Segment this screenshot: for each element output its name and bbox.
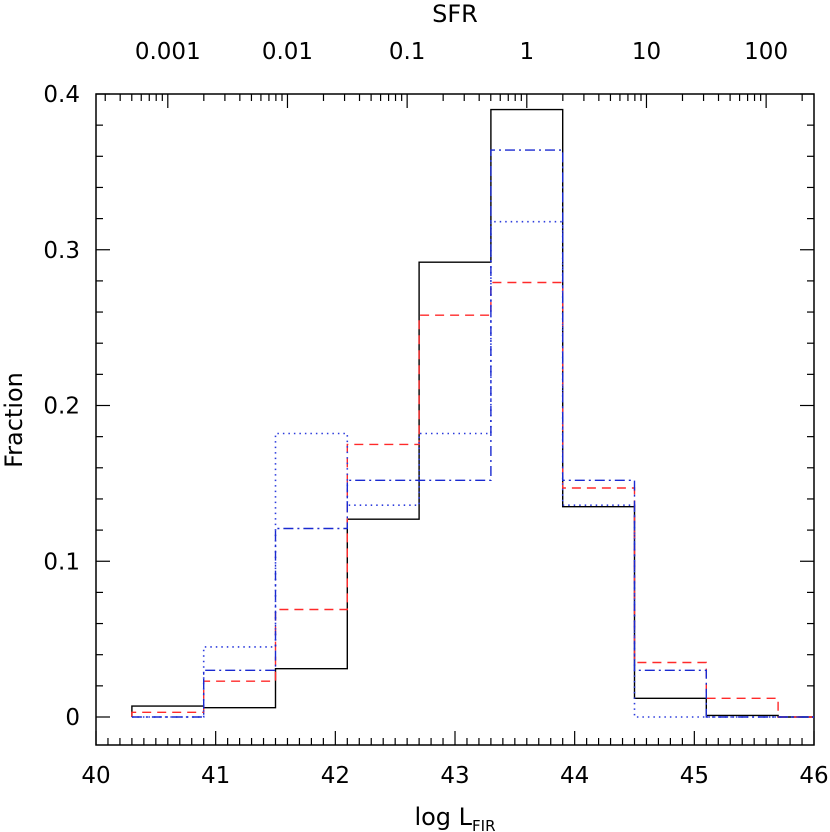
- x-tick-label: 41: [201, 763, 230, 789]
- plot-frame: [95, 93, 815, 746]
- y-tick-label: 0.2: [43, 394, 80, 420]
- x-tick-label: 46: [799, 763, 828, 789]
- minor-ticks: [96, 94, 814, 745]
- histogram-series: [131, 108, 814, 718]
- top-axis-title: SFR: [432, 0, 478, 28]
- series-dotted-line: [131, 220, 814, 718]
- top-tick-label: 0.001: [135, 39, 201, 65]
- top-tick-label: 100: [744, 39, 788, 65]
- x-tick-labels: 40 41 42 43 44 45 46: [81, 763, 828, 789]
- top-tick-label: 0.01: [262, 39, 313, 65]
- series-solid-line: [131, 108, 814, 718]
- x-tick-label: 44: [560, 763, 589, 789]
- major-ticks: [95, 93, 815, 745]
- x-tick-label: 45: [680, 763, 709, 789]
- y-tick-label: 0: [65, 705, 80, 731]
- top-tick-label: 10: [632, 39, 661, 65]
- x-axis-title-main: log L: [414, 803, 472, 831]
- x-tick-label: 42: [321, 763, 350, 789]
- y-tick-label: 0.4: [43, 82, 80, 108]
- x-tick-label: 40: [81, 763, 110, 789]
- y-axis-title: Fraction: [0, 372, 28, 468]
- top-tick-label: 0.1: [389, 39, 426, 65]
- y-tick-label: 0.1: [43, 549, 80, 575]
- x-tick-label: 43: [440, 763, 469, 789]
- x-axis-title-subscript: FIR: [472, 817, 495, 832]
- top-tick-label: 1: [519, 39, 534, 65]
- y-tick-label: 0.3: [43, 238, 80, 264]
- top-axis-tick-labels: 0.001 0.01 0.1 1 10 100: [135, 39, 788, 65]
- series-dashed-line: [131, 281, 814, 718]
- series-dashdot-line: [131, 149, 814, 718]
- x-axis-title: log LFIR: [414, 803, 495, 832]
- y-tick-labels: 0 0.1 0.2 0.3 0.4: [43, 82, 80, 731]
